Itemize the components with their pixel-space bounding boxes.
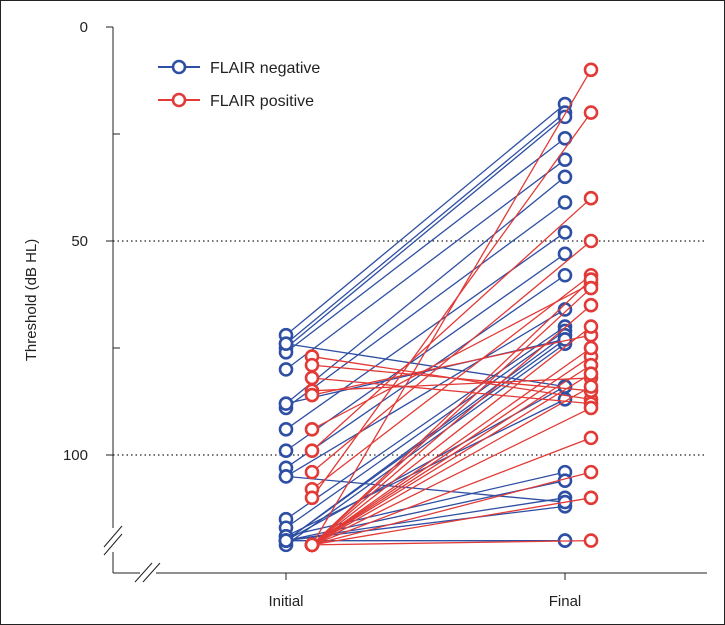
data-point [557, 225, 573, 240]
data-point [557, 152, 573, 167]
series-line [311, 364, 592, 392]
data-point [583, 233, 599, 249]
legend-marker [171, 92, 187, 108]
data-point [304, 370, 320, 386]
y-tick-label: 0 [80, 19, 88, 36]
series-line [311, 407, 592, 546]
y-tick-label: 50 [71, 233, 88, 250]
data-point [583, 533, 599, 548]
series-line [311, 471, 592, 546]
x-axis-break-mark [142, 562, 161, 583]
data-point [583, 62, 599, 78]
data-point [583, 379, 599, 394]
data-point [557, 302, 573, 317]
series-line [311, 197, 592, 452]
data-point [304, 464, 320, 480]
series-line [311, 287, 592, 546]
data-point [557, 267, 573, 283]
data-point [278, 396, 294, 411]
data-point [304, 357, 320, 373]
data-point [278, 533, 294, 548]
series-line [311, 112, 592, 499]
data-point [278, 443, 294, 459]
series-line [285, 159, 566, 370]
data-point [583, 280, 599, 296]
series-line [285, 343, 566, 546]
data-point [557, 195, 573, 210]
series-line [285, 343, 566, 388]
legend-label: FLAIR positive [210, 93, 314, 110]
data-point [583, 464, 599, 480]
data-point [583, 366, 599, 381]
series-line [311, 334, 592, 396]
data-point [557, 473, 573, 488]
series-line [285, 231, 566, 430]
data-point [278, 422, 294, 437]
data-point [583, 190, 599, 206]
series-line [311, 385, 592, 546]
series-line [311, 326, 592, 546]
data-point [583, 297, 599, 313]
x-tick-label: Final [549, 593, 582, 610]
x-tick-label: Initial [268, 593, 303, 610]
series-line [311, 539, 592, 546]
reference-lines [113, 240, 707, 456]
data-point [583, 430, 599, 446]
data-point [557, 130, 573, 146]
data-point [278, 336, 294, 352]
data-point [557, 246, 573, 262]
data-point [583, 105, 599, 120]
data-point [583, 319, 599, 334]
y-axis-break-mark [103, 525, 123, 548]
series-line [285, 326, 566, 520]
x-axis-break-mark [134, 562, 153, 583]
series-layer [278, 62, 599, 553]
series-line [311, 279, 592, 546]
series-line [311, 304, 592, 546]
series-line [311, 356, 592, 546]
data-point [304, 443, 320, 459]
series-flair-positive [304, 62, 599, 553]
series-line [311, 373, 592, 546]
legend: FLAIR negative FLAIR positive [158, 59, 320, 110]
y-tick-label: 100 [63, 447, 88, 464]
series-line [311, 497, 592, 546]
data-point [583, 400, 599, 416]
series-line [285, 308, 566, 477]
data-point [583, 340, 599, 356]
series-line [285, 201, 566, 409]
series-line [311, 69, 592, 546]
data-point [304, 537, 320, 553]
series-line [311, 347, 592, 546]
axes: 0 50 100 Initial Final [63, 19, 707, 610]
y-axis-break-mark [103, 533, 123, 556]
series-line [311, 274, 592, 490]
series-line [285, 137, 566, 353]
legend-label: FLAIR negative [210, 60, 320, 77]
data-point [557, 169, 573, 185]
series-line [285, 116, 566, 349]
series-line [285, 103, 566, 336]
data-point [304, 490, 320, 506]
series-line [311, 377, 592, 405]
data-point [304, 422, 320, 437]
series-line [285, 330, 566, 529]
series-line [311, 437, 592, 546]
series-line [311, 240, 592, 473]
data-point [278, 362, 294, 377]
legend-marker [171, 59, 187, 75]
data-point [304, 387, 320, 403]
data-point [583, 490, 599, 506]
series-line [285, 112, 566, 345]
y-axis-title: Threshold (dB HL) [23, 239, 40, 362]
series-line [285, 176, 566, 405]
series-line [311, 364, 592, 546]
data-point [278, 469, 294, 484]
